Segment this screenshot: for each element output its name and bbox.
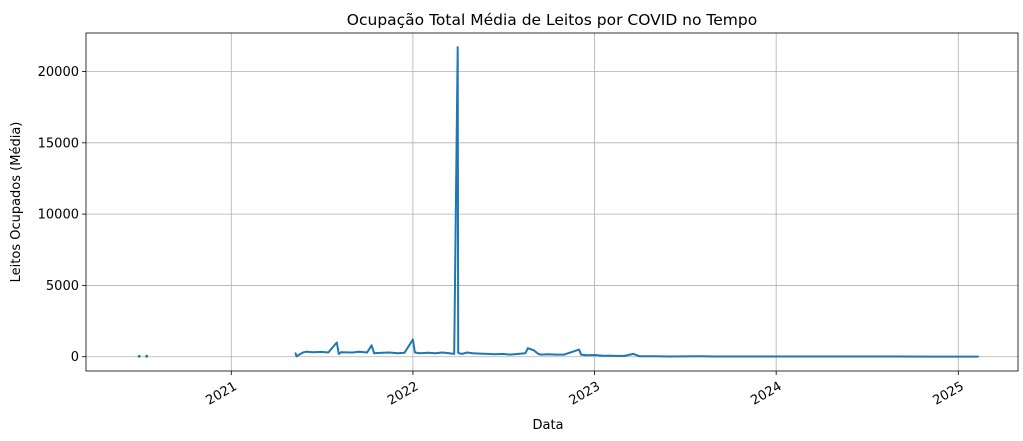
data-point [471, 352, 474, 355]
data-point [137, 354, 141, 358]
data-point [554, 353, 557, 356]
plot-area [137, 46, 980, 358]
y-tick-label: 10000 [38, 208, 79, 223]
data-point [957, 355, 960, 358]
data-point [478, 352, 481, 355]
y-tick-label: 5000 [46, 279, 79, 294]
data-point [327, 351, 330, 354]
data-point [638, 355, 641, 358]
data-point [312, 351, 315, 354]
data-point [896, 355, 899, 358]
data-point [441, 351, 444, 354]
data-point [145, 354, 149, 358]
data-point [623, 355, 625, 357]
data-point [517, 353, 520, 355]
data-point [580, 353, 582, 356]
data-point [419, 352, 421, 355]
data-point [537, 353, 540, 355]
data-point [320, 351, 323, 353]
data-point [414, 351, 416, 354]
data-point [461, 353, 464, 355]
data-point [527, 347, 529, 350]
data-point [453, 353, 456, 355]
x-tick-label: 2021 [204, 379, 240, 409]
data-point [502, 353, 504, 355]
data-point [714, 355, 717, 358]
data-point [865, 355, 868, 358]
data-point [699, 355, 701, 358]
data-point [616, 355, 618, 357]
data-point [547, 353, 550, 356]
data-point [563, 353, 566, 356]
data-point [668, 355, 671, 358]
y-axis-label: Leitos Ocupados (Média) [9, 122, 24, 283]
data-point [456, 46, 459, 49]
data-point [927, 355, 929, 358]
data-point [609, 354, 611, 357]
data-point [381, 351, 384, 354]
y-tick-label: 15000 [38, 136, 79, 151]
data-point [494, 353, 496, 356]
data-point [412, 338, 414, 341]
y-tick-label: 20000 [38, 65, 79, 80]
data-point [775, 355, 778, 358]
data-point [351, 351, 354, 354]
data-point [373, 352, 375, 355]
data-point [434, 352, 437, 355]
data-point [744, 355, 747, 358]
data-point [388, 351, 391, 354]
plot-frame [85, 32, 1019, 372]
data-point [835, 355, 838, 358]
data-point [539, 353, 542, 356]
x-tick-label: 2022 [385, 379, 421, 409]
data-point [600, 354, 603, 357]
data-point [335, 341, 338, 344]
data-point [977, 355, 980, 358]
data-point [466, 351, 469, 354]
data-point [305, 350, 308, 353]
y-axis: 0 5000 10000 15000 20000 [38, 65, 86, 365]
data-point [805, 355, 807, 358]
data-point [632, 353, 635, 355]
data-point [524, 352, 527, 355]
series-line [294, 46, 979, 358]
data-point [578, 348, 580, 351]
data-point [340, 351, 343, 354]
data-point [457, 352, 460, 355]
data-point [593, 354, 596, 356]
x-axis-label: Data [532, 418, 563, 433]
x-tick-label: 2023 [567, 379, 603, 409]
data-point [427, 351, 430, 354]
y-tick-label: 0 [71, 350, 79, 365]
data-point [403, 351, 406, 354]
grid [86, 33, 1018, 371]
x-tick-label: 2024 [748, 379, 784, 409]
data-point [358, 350, 361, 353]
data-point [370, 344, 373, 347]
data-point [337, 353, 340, 355]
x-axis: 2021 2022 2023 2024 2025 [204, 371, 967, 409]
data-point [509, 353, 511, 356]
x-tick-label: 2025 [931, 379, 967, 409]
data-point [585, 354, 587, 357]
data-point [532, 349, 535, 352]
data-point [653, 355, 656, 358]
data-point [448, 352, 451, 355]
data-point [302, 351, 304, 354]
data-point [295, 355, 298, 358]
data-point [396, 352, 399, 355]
data-point [366, 351, 368, 354]
data-point [294, 352, 297, 355]
chart-title: Ocupação Total Média de Leitos por COVID… [347, 11, 757, 29]
data-point [487, 353, 489, 355]
